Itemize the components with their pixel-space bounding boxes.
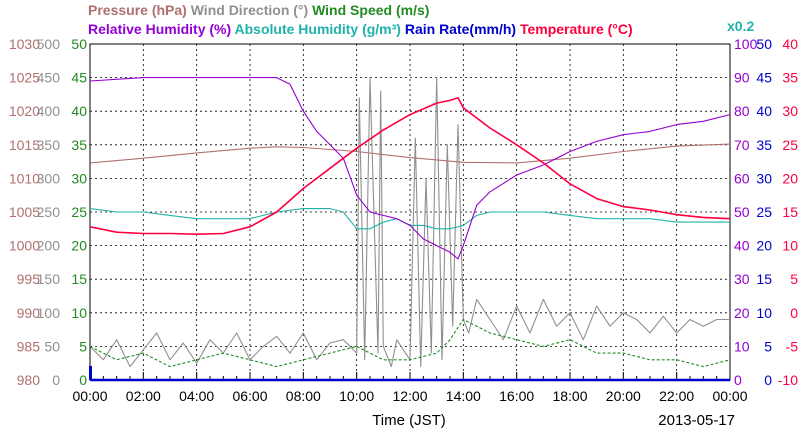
y-tick-label: 0 bbox=[790, 305, 798, 321]
y-tick-label: 25 bbox=[756, 204, 772, 220]
legend-entry: Rain Rate(mm/h) bbox=[401, 21, 516, 37]
y-tick-label: 10 bbox=[734, 338, 750, 354]
y-tick-label: 450 bbox=[37, 70, 61, 86]
y-tick-label: 50 bbox=[71, 36, 87, 52]
y-tick-label: 1020 bbox=[9, 103, 40, 119]
y-tick-label: 20 bbox=[756, 238, 772, 254]
legend-row-2: Relative Humidity (%) Absolute Humidity … bbox=[88, 21, 633, 37]
y-tick-label: 400 bbox=[37, 103, 61, 119]
y-tick-label: 50 bbox=[756, 36, 772, 52]
series-line-pressure-hpa bbox=[89, 143, 731, 164]
x-tick-label: 20:00 bbox=[606, 388, 641, 404]
y-tick-label: 5 bbox=[79, 338, 87, 354]
y-tick-label: 20 bbox=[71, 238, 87, 254]
y-tick-label: 40 bbox=[782, 36, 798, 52]
y-tick-label: 500 bbox=[37, 36, 61, 52]
legend-entry: Temperature (°C) bbox=[516, 21, 633, 37]
y-tick-label: 20 bbox=[782, 170, 798, 186]
y-tick-label: 70 bbox=[734, 137, 750, 153]
y-tick-label: 300 bbox=[37, 170, 61, 186]
y-tick-label: 1010 bbox=[9, 170, 40, 186]
y-tick-label: 35 bbox=[756, 137, 772, 153]
y-tick-label: -10 bbox=[778, 372, 798, 388]
y-tick-label: 1030 bbox=[9, 36, 40, 52]
y-tick-label: 5 bbox=[790, 271, 798, 287]
y-tick-label: 990 bbox=[17, 305, 41, 321]
scale-note: x0.2 bbox=[727, 18, 754, 34]
y-tick-label: 30 bbox=[756, 170, 772, 186]
y-tick-label: 1015 bbox=[9, 137, 40, 153]
legend-entry: Absolute Humidity (g/m³) bbox=[231, 21, 401, 37]
x-tick-label: 10:00 bbox=[339, 388, 374, 404]
y-tick-label: 980 bbox=[17, 372, 41, 388]
x-tick-label: 00:00 bbox=[72, 388, 107, 404]
y-tick-label: 40 bbox=[756, 103, 772, 119]
y-tick-label: 150 bbox=[37, 271, 61, 287]
y-tick-label: 5 bbox=[764, 338, 772, 354]
y-tick-label: 1000 bbox=[9, 238, 40, 254]
y-tick-label: 250 bbox=[37, 204, 61, 220]
y-tick-label: 0 bbox=[79, 372, 87, 388]
x-tick-label: 00:00 bbox=[712, 388, 747, 404]
x-tick-label: 12:00 bbox=[392, 388, 427, 404]
x-tick-label: 22:00 bbox=[659, 388, 694, 404]
y-tick-label: 50 bbox=[734, 204, 750, 220]
y-tick-label: -5 bbox=[786, 338, 799, 354]
y-tick-label: 985 bbox=[17, 338, 41, 354]
y-tick-label: 15 bbox=[71, 271, 87, 287]
x-tick-label: 08:00 bbox=[286, 388, 321, 404]
y-tick-label: 10 bbox=[71, 305, 87, 321]
y-tick-label: 40 bbox=[734, 238, 750, 254]
y-tick-label: 0 bbox=[52, 372, 60, 388]
y-tick-label: 100 bbox=[734, 36, 758, 52]
y-tick-label: 1025 bbox=[9, 70, 40, 86]
series-line-relative-humidity bbox=[89, 77, 731, 260]
legend-entry: Relative Humidity (%) bbox=[88, 21, 231, 37]
y-tick-label: 45 bbox=[756, 70, 772, 86]
y-tick-label: 1005 bbox=[9, 204, 40, 220]
x-axis-label: Time (JST) bbox=[372, 412, 446, 429]
y-tick-label: 15 bbox=[756, 271, 772, 287]
y-tick-label: 35 bbox=[782, 70, 798, 86]
y-tick-label: 80 bbox=[734, 103, 750, 119]
legend-entry: Pressure (hPa) bbox=[88, 2, 187, 18]
y-tick-label: 50 bbox=[44, 338, 60, 354]
series-line-wind-speed-m-s bbox=[89, 318, 731, 368]
y-tick-label: 100 bbox=[37, 305, 61, 321]
x-tick-label: 02:00 bbox=[126, 388, 161, 404]
legend-row-1: Pressure (hPa) Wind Direction (°) Wind S… bbox=[88, 2, 429, 18]
y-tick-label: 10 bbox=[782, 238, 798, 254]
x-tick-label: 04:00 bbox=[179, 388, 214, 404]
y-tick-label: 350 bbox=[37, 137, 61, 153]
y-tick-label: 40 bbox=[71, 103, 87, 119]
y-tick-label: 15 bbox=[782, 204, 798, 220]
y-tick-label: 25 bbox=[782, 137, 798, 153]
date-label: 2013-05-17 bbox=[658, 412, 735, 429]
series-line-temperature-c bbox=[89, 97, 731, 235]
legend-entry: Wind Direction (°) bbox=[187, 2, 308, 18]
y-tick-label: 10 bbox=[756, 305, 772, 321]
y-tick-label: 995 bbox=[17, 271, 41, 287]
y-tick-label: 90 bbox=[734, 70, 750, 86]
y-tick-label: 45 bbox=[71, 70, 87, 86]
x-tick-label: 16:00 bbox=[499, 388, 534, 404]
rain-rate-marker bbox=[89, 366, 92, 380]
y-tick-label: 25 bbox=[71, 204, 87, 220]
x-tick-label: 06:00 bbox=[232, 388, 267, 404]
y-tick-label: 30 bbox=[734, 271, 750, 287]
y-tick-label: 60 bbox=[734, 170, 750, 186]
legend-entry: Wind Speed (m/s) bbox=[308, 2, 429, 18]
x-tick-label: 18:00 bbox=[552, 388, 587, 404]
y-tick-label: 20 bbox=[734, 305, 750, 321]
y-tick-label: 0 bbox=[734, 372, 742, 388]
y-tick-label: 0 bbox=[764, 372, 772, 388]
y-tick-label: 30 bbox=[71, 170, 87, 186]
x-tick-label: 14:00 bbox=[446, 388, 481, 404]
y-tick-label: 30 bbox=[782, 103, 798, 119]
y-tick-label: 35 bbox=[71, 137, 87, 153]
y-tick-label: 200 bbox=[37, 238, 61, 254]
